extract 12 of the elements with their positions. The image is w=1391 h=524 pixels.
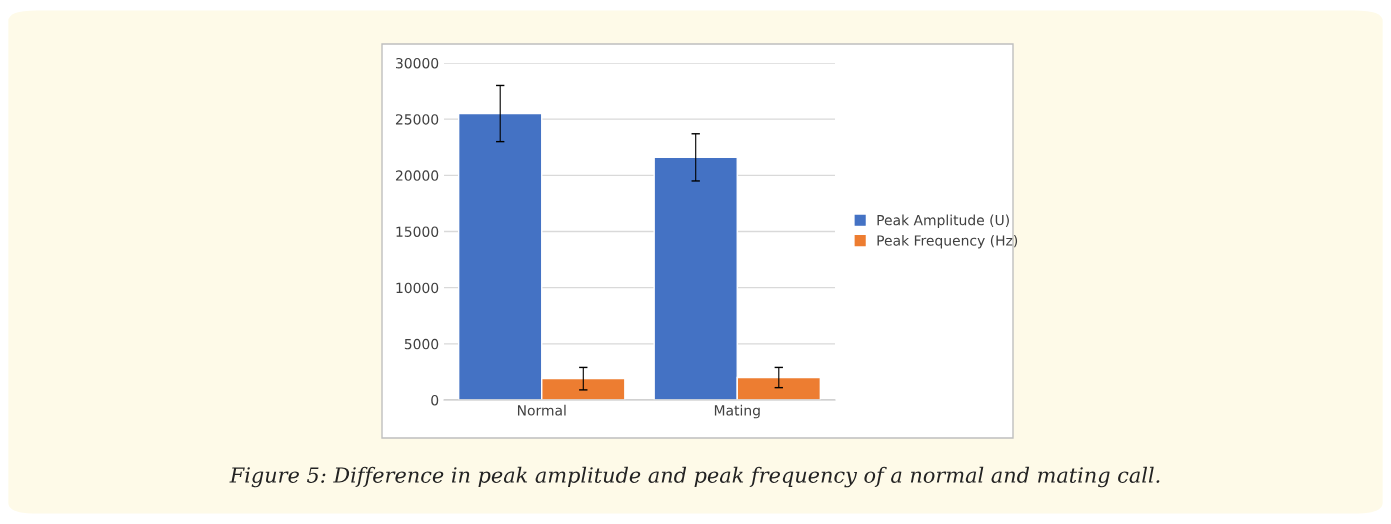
x-tick-label: Normal xyxy=(517,404,566,416)
caption: Figure 5: Difference in peak amplitude and peak frequency of a normal and mating call. xyxy=(229,466,1160,488)
legend-label: Peak Amplitude (U) xyxy=(877,214,1009,229)
legend-label: Peak Frequency (Hz) xyxy=(877,234,1018,249)
y-tick-label: 0 xyxy=(431,394,439,406)
y-tick-label: 30000 xyxy=(396,57,439,69)
y-tick-label: 15000 xyxy=(396,226,439,237)
x-tick-label: Mating xyxy=(714,404,760,419)
y-tick-label: 10000 xyxy=(396,282,439,294)
y-tick-label: 25000 xyxy=(395,114,439,125)
y-tick-label: 5000 xyxy=(404,338,439,350)
y-tick-label: 20000 xyxy=(395,170,439,181)
